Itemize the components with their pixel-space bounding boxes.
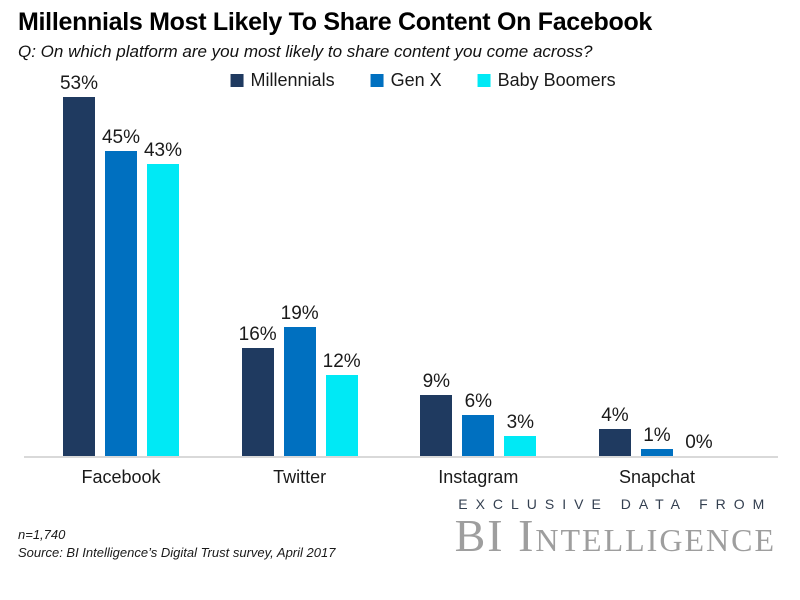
- bar: [504, 435, 537, 456]
- bar: [105, 150, 137, 456]
- bar: [325, 374, 358, 456]
- legend: Millennials Gen X Baby Boomers: [230, 70, 616, 91]
- bar-slot: 4%: [598, 404, 631, 456]
- chart-subtitle: Q: On which platform are you most likely…: [18, 42, 593, 61]
- source-note: Source: BI Intelligence’s Digital Trust …: [18, 544, 336, 560]
- bar-value-label: 19%: [280, 303, 319, 325]
- bar-value-label: 45%: [101, 126, 141, 148]
- bar-value-label: 6%: [464, 391, 493, 413]
- branding-block: EXCLUSIVE DATA FROM BI Intelligence: [455, 496, 782, 558]
- legend-label: Baby Boomers: [497, 70, 616, 90]
- category-label: Twitter: [273, 467, 327, 487]
- bar-slot: 0%: [683, 433, 715, 456]
- chart-groups: 53% 45% 43% 16% 19% 12% 9% 6% 3% 4% 1% 0%: [0, 68, 800, 456]
- bar-value-label: 9%: [422, 370, 451, 392]
- bar-slot: 53%: [59, 72, 99, 456]
- bar-value-label: 53%: [59, 72, 99, 94]
- bar-value-label: 12%: [322, 350, 361, 372]
- bar: [147, 164, 179, 456]
- sample-size-note: n=1,740: [18, 527, 66, 542]
- category-label: Instagram: [438, 467, 519, 487]
- legend-label: Gen X: [390, 70, 442, 90]
- x-axis-line: [24, 456, 778, 458]
- brand-tagline: EXCLUSIVE DATA FROM: [458, 496, 773, 512]
- bar-slot: 1%: [640, 425, 673, 456]
- category-label: Facebook: [81, 467, 161, 487]
- brand-logo: BI Intelligence: [454, 510, 776, 561]
- bar-slot: 12%: [322, 350, 361, 456]
- bar-group: 53% 45% 43%: [59, 72, 183, 456]
- legend-item: Baby Boomers: [477, 70, 616, 91]
- legend-swatch-icon: [370, 74, 384, 87]
- chart-footer: n=1,740 Source: BI Intelligence’s Digita…: [0, 496, 800, 561]
- legend-item: Gen X: [370, 70, 442, 91]
- bar: [420, 394, 453, 456]
- chart-header: Millennials Most Likely To Share Content…: [0, 0, 800, 62]
- bar: [283, 327, 316, 456]
- legend-label: Millennials: [250, 70, 335, 90]
- bar-slot: 3%: [504, 411, 537, 456]
- bar: [241, 347, 274, 456]
- legend-swatch-icon: [230, 74, 244, 87]
- category-label: Snapchat: [618, 467, 695, 487]
- bar-value-label: 3%: [506, 411, 535, 433]
- bar-slot: 6%: [462, 391, 495, 456]
- bar-value-label: 16%: [238, 323, 277, 345]
- chart-plot-area: Millennials Gen X Baby Boomers 53% 45% 43% 16…: [0, 68, 800, 458]
- bar-group: 16% 19% 12%: [238, 303, 361, 456]
- bar-group: 4% 1% 0%: [598, 404, 715, 456]
- bar-slot: 45%: [101, 126, 141, 456]
- bar-group: 9% 6% 3%: [420, 370, 537, 456]
- bar-value-label: 1%: [643, 425, 671, 447]
- legend-swatch-icon: [477, 74, 491, 87]
- bar-slot: 9%: [420, 370, 453, 456]
- bar: [640, 449, 673, 456]
- bar-slot: 19%: [280, 303, 319, 456]
- bar-slot: 43%: [143, 140, 183, 456]
- footnotes: n=1,740 Source: BI Intelligence’s Digita…: [18, 526, 335, 561]
- bar: [598, 428, 631, 456]
- bar: [63, 96, 95, 456]
- bar-slot: 16%: [238, 323, 277, 456]
- bar-value-label: 4%: [601, 404, 629, 426]
- bar-value-label: 43%: [143, 140, 183, 162]
- legend-item: Millennials: [230, 70, 335, 91]
- bar-value-label: 0%: [685, 432, 713, 453]
- chart-title: Millennials Most Likely To Share Content…: [18, 8, 653, 36]
- bar: [462, 415, 495, 456]
- category-labels: Facebook Twitter Instagram Snapchat: [0, 467, 800, 488]
